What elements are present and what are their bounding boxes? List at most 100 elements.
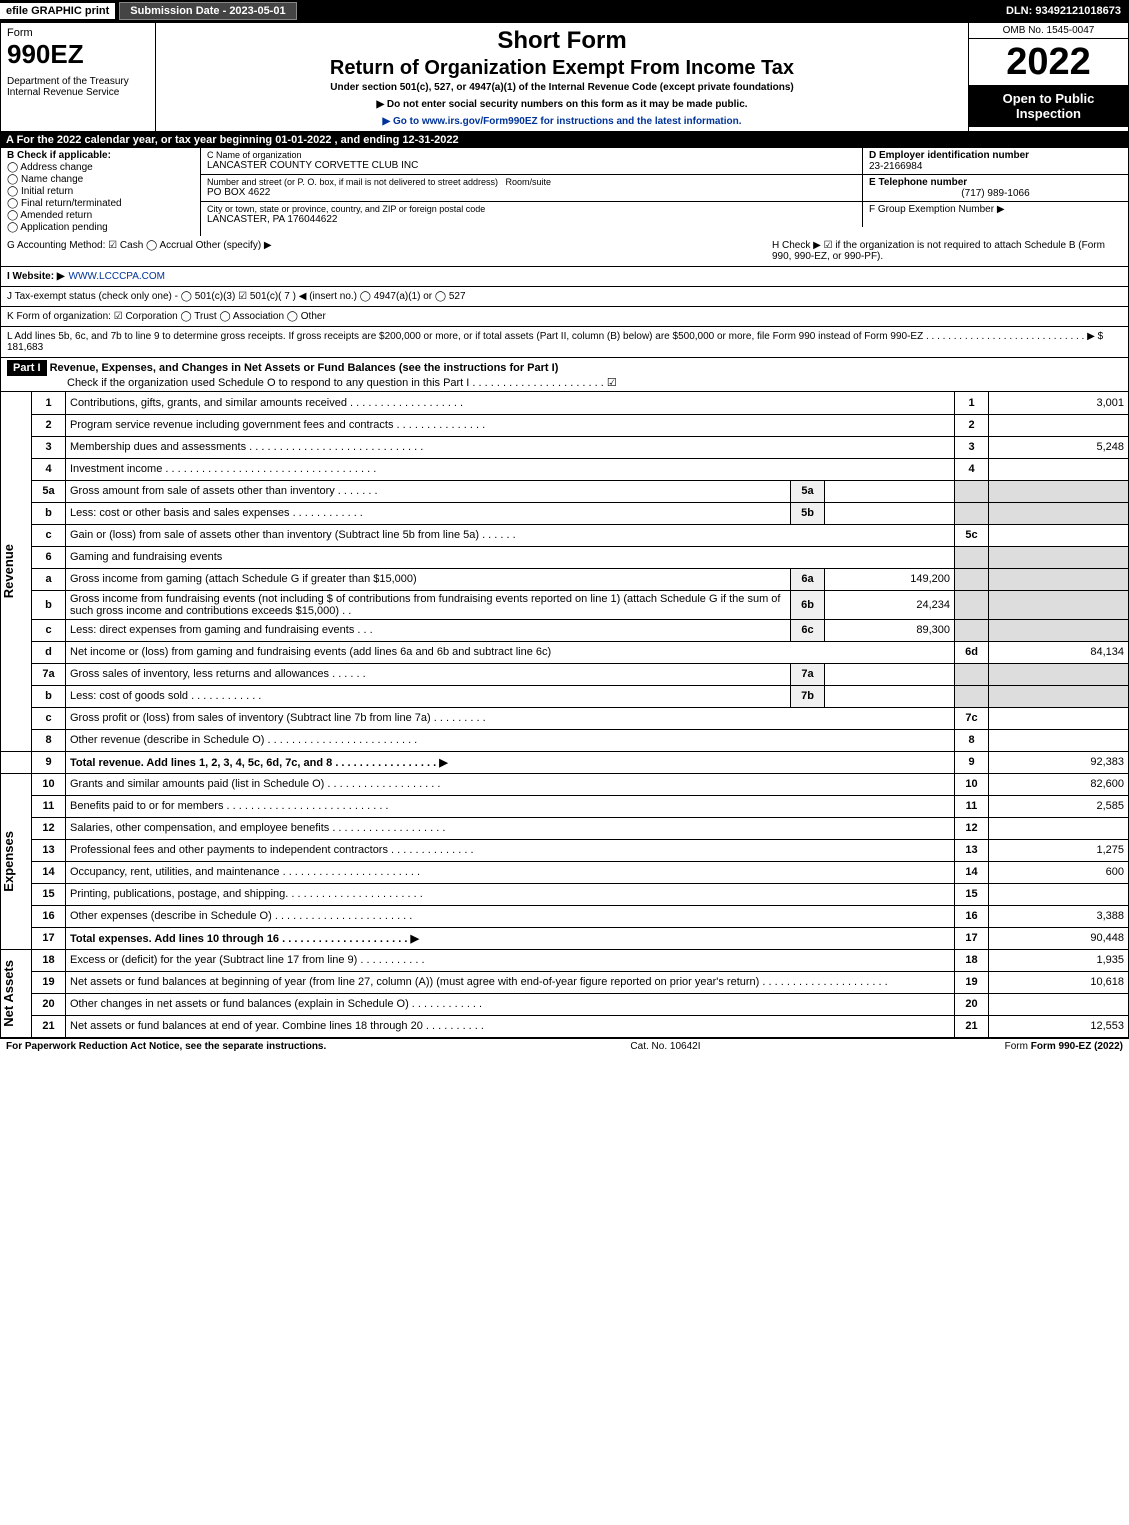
l14-desc: Occupancy, rent, utilities, and maintena… xyxy=(66,861,955,883)
netassets-vlabel: Net Assets xyxy=(1,949,32,1037)
l6d-col: 6d xyxy=(955,641,989,663)
l7a-subval xyxy=(825,663,955,685)
l7b-subval xyxy=(825,685,955,707)
chk-initial[interactable]: ◯ Initial return xyxy=(7,186,194,197)
l12-desc: Salaries, other compensation, and employ… xyxy=(66,817,955,839)
row-j: J Tax-exempt status (check only one) - ◯… xyxy=(0,287,1129,307)
revenue-vlabel: Revenue xyxy=(1,392,32,751)
submission-date: Submission Date - 2023-05-01 xyxy=(119,2,296,20)
l3-val: 5,248 xyxy=(989,436,1129,458)
part1-table: Revenue 1 Contributions, gifts, grants, … xyxy=(0,392,1129,1038)
chk-amended[interactable]: ◯ Amended return xyxy=(7,210,194,221)
l6a-greyval xyxy=(989,568,1129,590)
l1-num: 1 xyxy=(32,392,66,414)
l9-num: 9 xyxy=(32,751,66,773)
chk-pending[interactable]: ◯ Application pending xyxy=(7,222,194,233)
l4-val xyxy=(989,458,1129,480)
l19-desc: Net assets or fund balances at beginning… xyxy=(66,971,955,993)
header-center: Short Form Return of Organization Exempt… xyxy=(156,23,968,131)
row-g: G Accounting Method: ☑ Cash ◯ Accrual Ot… xyxy=(7,240,772,262)
l9-desc: Total revenue. Add lines 1, 2, 3, 4, 5c,… xyxy=(66,751,955,773)
row-h: H Check ▶ ☑ if the organization is not r… xyxy=(772,240,1122,262)
l6c-greycol xyxy=(955,619,989,641)
l21-col: 21 xyxy=(955,1015,989,1037)
l9-val: 92,383 xyxy=(989,751,1129,773)
header-right: OMB No. 1545-0047 2022 Open to Public In… xyxy=(968,23,1128,131)
street-label: Number and street (or P. O. box, if mail… xyxy=(207,177,498,187)
street-cell: Number and street (or P. O. box, if mail… xyxy=(201,175,863,201)
l5a-sub: 5a xyxy=(791,480,825,502)
form-word: Form xyxy=(7,27,149,39)
l14-num: 14 xyxy=(32,861,66,883)
website-label: I Website: ▶ xyxy=(7,271,65,282)
l10-desc: Grants and similar amounts paid (list in… xyxy=(66,773,955,795)
footer-left: For Paperwork Reduction Act Notice, see … xyxy=(6,1041,326,1052)
part1-header: Part I Revenue, Expenses, and Changes in… xyxy=(0,358,1129,392)
top-bar: efile GRAPHIC print Submission Date - 20… xyxy=(0,0,1129,22)
l12-val xyxy=(989,817,1129,839)
org-name-cell: C Name of organization LANCASTER COUNTY … xyxy=(201,148,863,174)
l7a-sub: 7a xyxy=(791,663,825,685)
part1-label: Part I xyxy=(7,360,47,376)
l14-val: 600 xyxy=(989,861,1129,883)
irs-link[interactable]: ▶ Go to www.irs.gov/Form990EZ for instru… xyxy=(382,116,741,127)
l20-col: 20 xyxy=(955,993,989,1015)
l3-col: 3 xyxy=(955,436,989,458)
l7b-num: b xyxy=(32,685,66,707)
l7b-sub: 7b xyxy=(791,685,825,707)
l6a-greycol xyxy=(955,568,989,590)
header-left: Form 990EZ Department of the Treasury In… xyxy=(1,23,156,131)
l6b-subval: 24,234 xyxy=(825,590,955,619)
l7a-desc: Gross sales of inventory, less returns a… xyxy=(66,663,791,685)
col-c-d-e-f: C Name of organization LANCASTER COUNTY … xyxy=(201,148,1128,236)
l16-num: 16 xyxy=(32,905,66,927)
l17-col: 17 xyxy=(955,927,989,949)
col-b-title: B Check if applicable: xyxy=(7,150,194,161)
l4-desc: Investment income . . . . . . . . . . . … xyxy=(66,458,955,480)
l16-val: 3,388 xyxy=(989,905,1129,927)
open-public: Open to Public Inspection xyxy=(969,85,1128,127)
l2-col: 2 xyxy=(955,414,989,436)
org-name-label: C Name of organization xyxy=(207,150,856,160)
l18-num: 18 xyxy=(32,949,66,971)
l5a-greycol xyxy=(955,480,989,502)
l18-col: 18 xyxy=(955,949,989,971)
website-link[interactable]: WWW.LCCCPA.COM xyxy=(69,271,165,282)
goto-link[interactable]: ▶ Go to www.irs.gov/Form990EZ for instru… xyxy=(164,116,960,127)
chk-final[interactable]: ◯ Final return/terminated xyxy=(7,198,194,209)
l18-val: 1,935 xyxy=(989,949,1129,971)
footer-right: Form Form 990-EZ (2022) xyxy=(1005,1041,1123,1052)
l17-desc: Total expenses. Add lines 10 through 16 … xyxy=(66,927,955,949)
form-header: Form 990EZ Department of the Treasury In… xyxy=(0,22,1129,132)
l6c-desc: Less: direct expenses from gaming and fu… xyxy=(66,619,791,641)
footer-mid: Cat. No. 10642I xyxy=(630,1041,700,1052)
l7b-greycol xyxy=(955,685,989,707)
group-exempt-label: F Group Exemption Number ▶ xyxy=(869,204,1122,215)
org-name: LANCASTER COUNTY CORVETTE CLUB INC xyxy=(207,160,856,171)
l13-col: 13 xyxy=(955,839,989,861)
l6b-desc: Gross income from fundraising events (no… xyxy=(66,590,791,619)
l5b-greycol xyxy=(955,502,989,524)
l16-desc: Other expenses (describe in Schedule O) … xyxy=(66,905,955,927)
l4-col: 4 xyxy=(955,458,989,480)
efile-label: efile GRAPHIC print xyxy=(0,3,115,19)
return-title: Return of Organization Exempt From Incom… xyxy=(164,57,960,80)
l2-num: 2 xyxy=(32,414,66,436)
l6a-sub: 6a xyxy=(791,568,825,590)
room-label: Room/suite xyxy=(505,177,551,187)
col-b: B Check if applicable: ◯ Address change … xyxy=(1,148,201,236)
l6a-subval: 149,200 xyxy=(825,568,955,590)
row-k: K Form of organization: ☑ Corporation ◯ … xyxy=(0,307,1129,327)
l6-greycol xyxy=(955,546,989,568)
chk-address[interactable]: ◯ Address change xyxy=(7,162,194,173)
l5c-col: 5c xyxy=(955,524,989,546)
l6-num: 6 xyxy=(32,546,66,568)
l19-val: 10,618 xyxy=(989,971,1129,993)
l20-desc: Other changes in net assets or fund bala… xyxy=(66,993,955,1015)
l17-num: 17 xyxy=(32,927,66,949)
ein-cell: D Employer identification number 23-2166… xyxy=(863,148,1128,174)
l7c-num: c xyxy=(32,707,66,729)
l16-col: 16 xyxy=(955,905,989,927)
chk-name[interactable]: ◯ Name change xyxy=(7,174,194,185)
l20-val xyxy=(989,993,1129,1015)
